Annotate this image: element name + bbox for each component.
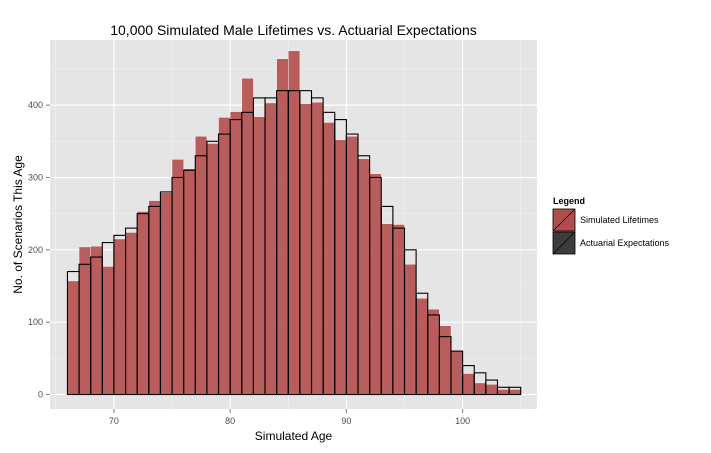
- bar-simulated: [381, 223, 394, 395]
- bar-simulated: [415, 298, 428, 395]
- bar-simulated: [485, 384, 498, 395]
- x-tick-label: 70: [109, 416, 119, 426]
- y-tick-label: 100: [28, 317, 43, 327]
- legend-label-actuarial: Actuarial Expectations: [580, 238, 670, 248]
- chart-title: 10,000 Simulated Male Lifetimes vs. Actu…: [110, 22, 477, 38]
- bar-actuarial: [508, 386, 522, 396]
- bar-simulated: [369, 173, 382, 395]
- legend-key-actuarial-slash: [552, 231, 576, 255]
- bar-simulated: [322, 122, 335, 395]
- bar-simulated: [125, 232, 138, 395]
- y-tick-label: 200: [28, 245, 43, 255]
- bar-simulated: [241, 78, 254, 395]
- bar-simulated: [218, 117, 231, 395]
- x-tick-label: 80: [225, 416, 235, 426]
- bar-simulated: [357, 158, 370, 395]
- bar-simulated: [462, 373, 475, 395]
- bar-simulated: [90, 246, 103, 395]
- y-tick-label: 0: [38, 390, 43, 400]
- legend-label-simulated: Simulated Lifetimes: [580, 215, 659, 225]
- axis-ticks: 70 80 90 100 0 100 200 300 400: [28, 100, 470, 426]
- y-axis-label: No. of Scenarios This Age: [11, 155, 25, 294]
- bar-simulated: [311, 102, 324, 395]
- bar-simulated: [102, 266, 115, 395]
- bar-simulated: [253, 116, 266, 395]
- legend: Legend Simulated Lifetimes Actuarial Exp…: [552, 196, 670, 255]
- bar-simulated: [497, 389, 510, 395]
- bar-simulated: [195, 136, 208, 395]
- bar-simulated: [404, 264, 417, 395]
- bar-simulated: [334, 139, 347, 395]
- bar-simulated: [148, 200, 161, 395]
- legend-key-simulated-slash: [552, 208, 576, 232]
- bar-simulated: [392, 224, 405, 395]
- bar-simulated: [264, 102, 277, 395]
- x-axis-label: Simulated Age: [255, 429, 333, 443]
- bar-simulated: [160, 192, 173, 395]
- y-tick-label: 400: [28, 100, 43, 110]
- bar-simulated: [299, 103, 312, 395]
- x-tick-label: 90: [341, 416, 351, 426]
- bar-simulated: [136, 211, 149, 395]
- bar-simulated: [67, 280, 80, 395]
- bar-simulated: [183, 168, 196, 395]
- bar-simulated: [78, 246, 91, 395]
- simulated-lifetimes-bars: [67, 50, 521, 395]
- bar-simulated: [427, 308, 440, 395]
- bar-simulated: [276, 58, 289, 395]
- bar-simulated: [508, 389, 521, 395]
- bar-simulated: [450, 350, 463, 395]
- legend-title: Legend: [553, 196, 585, 206]
- bar-simulated: [288, 50, 301, 395]
- y-tick-label: 300: [28, 172, 43, 182]
- x-tick-label: 100: [455, 416, 470, 426]
- bar-simulated: [113, 238, 126, 395]
- bar-simulated: [171, 159, 184, 395]
- bar-simulated: [346, 136, 359, 395]
- bar-simulated: [206, 143, 219, 395]
- actuarial-expectations-bars: [66, 90, 522, 396]
- bar-simulated: [474, 382, 487, 395]
- bar-simulated: [229, 111, 242, 395]
